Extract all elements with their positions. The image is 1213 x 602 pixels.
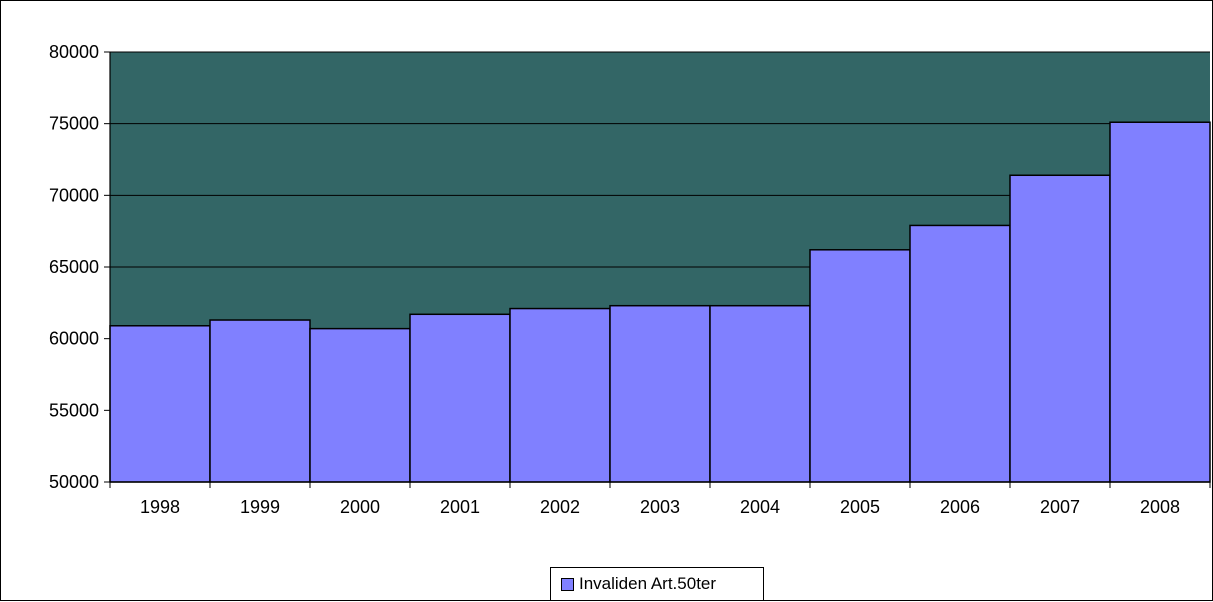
x-tick-label-2001: 2001 xyxy=(440,497,480,517)
y-tick-label-65000: 65000 xyxy=(49,257,99,277)
y-tick-label-50000: 50000 xyxy=(49,472,99,492)
x-tick-label-2006: 2006 xyxy=(940,497,980,517)
legend-swatch xyxy=(561,577,574,591)
x-tick-label-2004: 2004 xyxy=(740,497,780,517)
bar-2005 xyxy=(809,249,911,483)
x-tick-label-2005: 2005 xyxy=(840,497,880,517)
bar-2002 xyxy=(509,307,611,483)
x-tick-label-2007: 2007 xyxy=(1040,497,1080,517)
bar-2001 xyxy=(409,313,511,483)
bar-2007 xyxy=(1009,174,1111,483)
x-tick-label-2003: 2003 xyxy=(640,497,680,517)
x-tick-label-2008: 2008 xyxy=(1140,497,1180,517)
x-tick-label-2002: 2002 xyxy=(540,497,580,517)
y-tick-label-70000: 70000 xyxy=(49,185,99,205)
y-tick-label-60000: 60000 xyxy=(49,329,99,349)
bar-2006 xyxy=(909,224,1011,483)
x-tick-label-1999: 1999 xyxy=(240,497,280,517)
y-axis-tick-labels: 50000 55000 60000 65000 70000 75000 80000 xyxy=(49,42,99,492)
y-tick-label-75000: 75000 xyxy=(49,114,99,134)
y-tick-label-80000: 80000 xyxy=(49,42,99,62)
y-tick-label-55000: 55000 xyxy=(49,400,99,420)
axes xyxy=(109,52,1210,483)
legend: Invaliden Art.50ter xyxy=(550,567,764,601)
x-tick-label-1998: 1998 xyxy=(140,497,180,517)
legend-label: Invaliden Art.50ter xyxy=(579,574,717,593)
bar-1999 xyxy=(209,319,311,483)
bar-1998 xyxy=(109,325,211,483)
bar-2008 xyxy=(1109,121,1211,483)
bar-2003 xyxy=(609,304,711,483)
x-tick-label-2000: 2000 xyxy=(340,497,380,517)
bars xyxy=(109,121,1211,483)
bar-2000 xyxy=(309,327,411,483)
x-axis-tick-labels: 1998 1999 2000 2001 2002 2003 2004 2005 2006 2007… xyxy=(109,482,1211,517)
bar-2004 xyxy=(709,304,811,483)
